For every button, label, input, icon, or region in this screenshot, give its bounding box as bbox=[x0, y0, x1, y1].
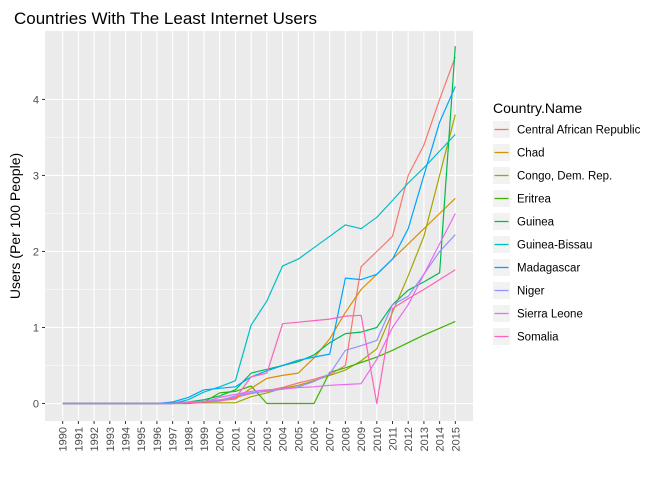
y-tick-label: 0 bbox=[33, 399, 39, 411]
x-tick-label: 2006 bbox=[309, 427, 321, 451]
plot-panel bbox=[45, 31, 473, 421]
series-line bbox=[62, 269, 456, 405]
x-tick-label: 1995 bbox=[136, 427, 148, 451]
x-tick-label: 1994 bbox=[120, 427, 132, 451]
y-tick-label: 1 bbox=[33, 322, 39, 334]
x-tick-label: 1996 bbox=[152, 427, 164, 451]
y-tick-label: 3 bbox=[33, 170, 39, 182]
legend: Country.Name Central African Republic Cha… bbox=[493, 100, 641, 345]
legend-label: Guinea-Bissau bbox=[517, 240, 592, 252]
legend-label: Madagascar bbox=[517, 263, 580, 275]
y-axis-title: Users (Per 100 People) bbox=[7, 153, 23, 299]
x-tick-label: 2014 bbox=[435, 427, 447, 451]
series-lines bbox=[62, 46, 456, 405]
x-tick-label: 2015 bbox=[450, 427, 462, 451]
x-tick-label: 2010 bbox=[372, 427, 384, 451]
y-tick-label: 4 bbox=[33, 94, 39, 106]
legend-label: Niger bbox=[517, 286, 545, 298]
legend-label: Eritrea bbox=[517, 194, 551, 206]
legend-label: Somalia bbox=[517, 332, 559, 344]
x-tick-label: 2007 bbox=[325, 427, 337, 451]
y-tick-label: 2 bbox=[33, 246, 39, 258]
grid-major bbox=[45, 31, 473, 421]
x-tick-label: 2005 bbox=[293, 427, 305, 451]
x-tick-label: 2001 bbox=[230, 427, 242, 451]
x-tick-label: 2004 bbox=[278, 427, 290, 451]
legend-label: Chad bbox=[517, 148, 545, 160]
grid-minor bbox=[45, 137, 473, 366]
x-tick-label: 1990 bbox=[58, 427, 70, 451]
x-tick-label: 1993 bbox=[105, 427, 117, 451]
x-tick-label: 1999 bbox=[199, 427, 211, 451]
x-tick-label: 1992 bbox=[89, 427, 101, 451]
legend-title: Country.Name bbox=[493, 100, 582, 116]
x-tick-label: 2003 bbox=[262, 427, 274, 451]
legend-label: Congo, Dem. Rep. bbox=[517, 171, 612, 183]
x-tick-label: 2009 bbox=[356, 427, 368, 451]
x-tick-label: 2000 bbox=[215, 427, 227, 451]
legend-label: Guinea bbox=[517, 217, 555, 229]
chart-title: Countries With The Least Internet Users bbox=[14, 9, 317, 28]
legend-label: Central African Republic bbox=[517, 125, 641, 137]
x-tick-label: 1998 bbox=[183, 427, 195, 451]
legend-label: Sierra Leone bbox=[517, 309, 583, 321]
x-tick-label: 2012 bbox=[403, 427, 415, 451]
y-axis: 0 1 2 3 4 bbox=[33, 94, 45, 411]
x-tick-label: 2008 bbox=[340, 427, 352, 451]
x-tick-label: 2013 bbox=[419, 427, 431, 451]
x-tick-label: 2011 bbox=[388, 427, 400, 451]
x-tick-label: 1997 bbox=[168, 427, 180, 451]
x-tick-label: 2002 bbox=[246, 427, 258, 451]
x-tick-label: 1991 bbox=[73, 427, 85, 451]
x-axis: 1990 1991 1992 1993 1994 1995 1996 1997 1998 1999… bbox=[58, 421, 462, 451]
